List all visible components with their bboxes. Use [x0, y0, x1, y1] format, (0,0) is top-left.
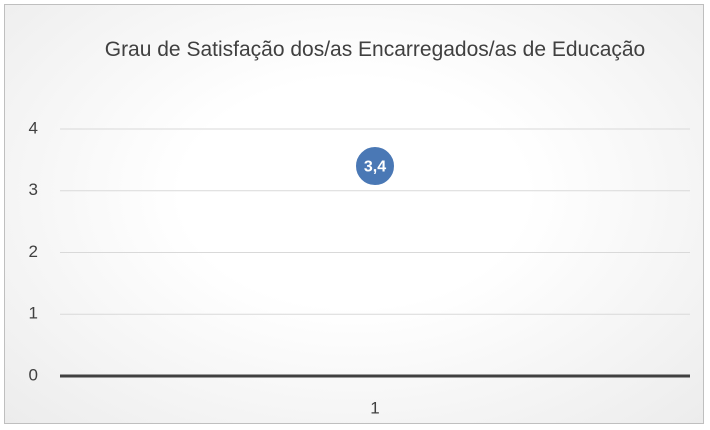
- data-label: 3,4: [364, 158, 386, 175]
- y-tick-label: 4: [29, 118, 38, 137]
- y-tick-label: 1: [29, 304, 38, 323]
- y-tick-label: 0: [29, 365, 38, 384]
- y-tick-label: 3: [29, 180, 38, 199]
- chart-title: Grau de Satisfação dos/as Encarregados/a…: [104, 38, 646, 61]
- marker: [354, 145, 396, 188]
- x-tick-label: 1: [370, 398, 379, 417]
- y-tick-label: 2: [29, 242, 38, 261]
- chart-area: [4, 4, 704, 424]
